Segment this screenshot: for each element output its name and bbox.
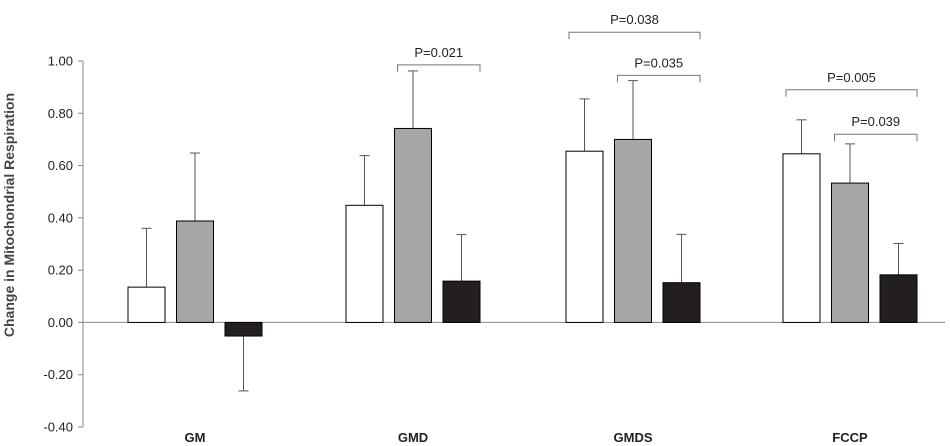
- bar: [224, 321, 263, 337]
- y-tick-label: -0.40: [43, 420, 73, 435]
- bar: [565, 150, 604, 323]
- bar: [345, 204, 384, 323]
- category-label: GMDS: [614, 430, 653, 445]
- bar: [394, 127, 432, 323]
- significance-bracket: [834, 133, 918, 142]
- bar: [176, 220, 214, 323]
- significance-bracket: [568, 31, 701, 40]
- y-tick-label: 1.00: [48, 54, 73, 69]
- bar: [782, 153, 821, 323]
- p-value-label: P=0.021: [414, 45, 463, 60]
- annotations: P=0.021 P=0.038 P=0.035 P=0.005 P=0.039: [397, 12, 918, 142]
- y-tick-label: -0.20: [43, 367, 73, 382]
- p-value-label: P=0.035: [634, 55, 683, 70]
- y-tick-label: 0.00: [48, 315, 73, 330]
- p-value-label: P=0.005: [827, 70, 876, 85]
- category-label: GMD: [398, 430, 428, 445]
- bar: [442, 280, 481, 323]
- bar: [127, 286, 166, 323]
- significance-bracket: [785, 89, 918, 97]
- category-label: GM: [185, 430, 206, 445]
- y-axis-label: Change in Mitochondrial Respiration: [1, 93, 17, 337]
- bar: [614, 138, 652, 323]
- y-tick-label: 0.80: [48, 106, 73, 121]
- bar: [879, 274, 918, 323]
- significance-bracket: [617, 74, 701, 83]
- category-label: FCCP: [832, 430, 868, 445]
- y-tick-label: 0.20: [48, 263, 73, 278]
- p-value-label: P=0.038: [610, 12, 659, 27]
- bar: [662, 282, 701, 323]
- y-tick-label: 0.60: [48, 158, 73, 173]
- y-tick-label: 0.40: [48, 210, 73, 225]
- p-value-label: P=0.039: [851, 114, 900, 129]
- bar: [831, 182, 869, 323]
- significance-bracket: [397, 64, 481, 72]
- bars: [127, 70, 918, 392]
